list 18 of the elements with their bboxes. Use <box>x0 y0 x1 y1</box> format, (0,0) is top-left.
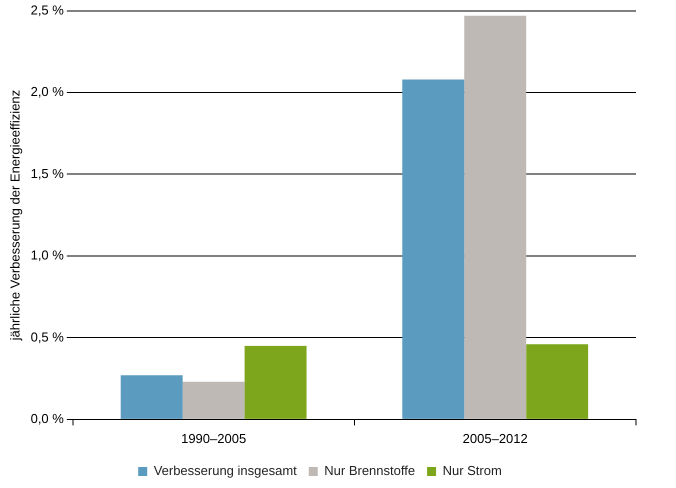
x-tick-label: 1990–2005 <box>181 430 246 446</box>
y-tick-label: 2,0 % <box>30 84 64 100</box>
bar <box>464 16 526 419</box>
bar <box>526 344 588 419</box>
y-tick-label: 1,0 % <box>30 248 64 263</box>
bar <box>120 375 183 419</box>
legend-label: Nur Strom <box>442 463 502 478</box>
bar <box>402 79 464 419</box>
bar <box>244 346 307 419</box>
y-axis-title: jährliche Verbesserung der Energieeffizienz <box>7 90 22 342</box>
y-tick-label: 0,0 % <box>30 410 64 426</box>
x-tick-label: 2005–2012 <box>462 430 528 446</box>
y-tick-label: 1,5 % <box>30 166 64 181</box>
y-tick-label: 2,5 % <box>30 2 64 18</box>
legend-label: Nur Brennstoffe <box>324 463 416 478</box>
legend-label: Verbesserung insgesamt <box>154 463 298 478</box>
y-tick-label: 0,5 % <box>30 329 64 344</box>
bar <box>182 382 245 419</box>
